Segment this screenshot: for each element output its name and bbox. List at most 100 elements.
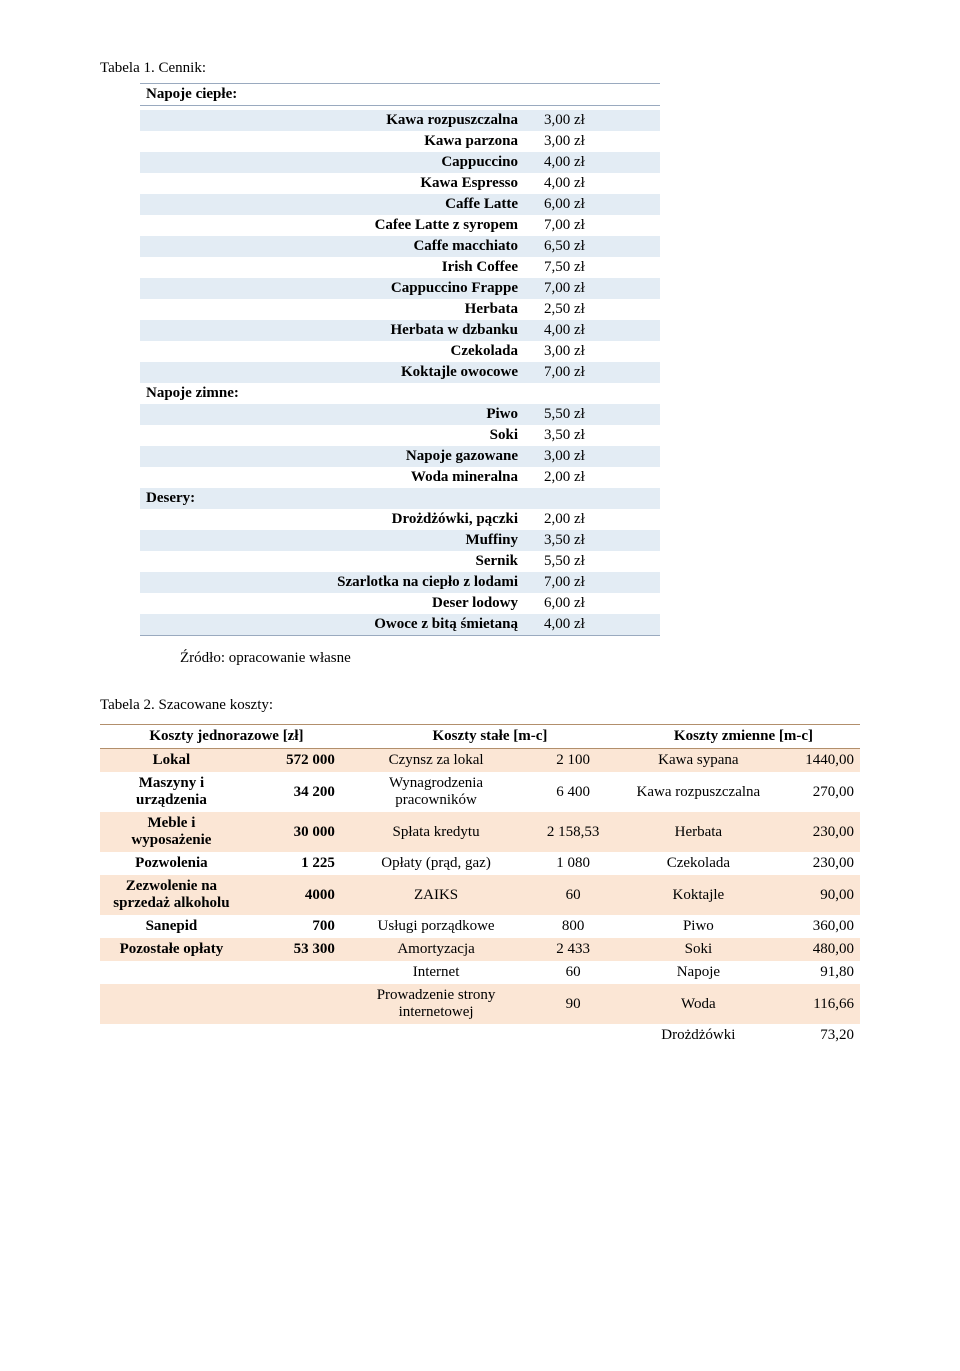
- menu-price: 2,50 zł: [538, 299, 660, 320]
- cost-cell: Spłata kredytu: [353, 812, 519, 852]
- cost-table: Koszty jednorazowe [zł] Koszty stałe [m-…: [100, 724, 860, 1047]
- menu-item: Deser lodowy: [140, 593, 538, 614]
- cost-cell: Soki: [627, 938, 770, 961]
- cost-cell: 73,20: [770, 1024, 860, 1047]
- menu-price: 2,00 zł: [538, 509, 660, 530]
- menu-price: 7,00 zł: [538, 278, 660, 299]
- cost-cell: 1 080: [519, 852, 627, 875]
- cost-cell: 90,00: [770, 875, 860, 915]
- menu-price: 3,00 zł: [538, 131, 660, 152]
- cost-cell: Czekolada: [627, 852, 770, 875]
- cost-cell: ZAIKS: [353, 875, 519, 915]
- menu-item: Drożdżówki, pączki: [140, 509, 538, 530]
- cost-row: Pozostałe opłaty53 300Amortyzacja2 433So…: [100, 938, 860, 961]
- cost-cell: 2 158,53: [519, 812, 627, 852]
- cost-cell: Maszyny i urządzenia: [100, 772, 243, 812]
- cost-cell: Kawa sypana: [627, 749, 770, 773]
- cost-cell: 34 200: [243, 772, 353, 812]
- cost-row: Pozwolenia1 225Opłaty (prąd, gaz)1 080Cz…: [100, 852, 860, 875]
- cost-cell: 91,80: [770, 961, 860, 984]
- cost-row: Zezwolenie na sprzedaż alkoholu4000ZAIKS…: [100, 875, 860, 915]
- cost-row: Prowadzenie strony internetowej90Woda116…: [100, 984, 860, 1024]
- cost-cell: Lokal: [100, 749, 243, 773]
- cost-cell: 4000: [243, 875, 353, 915]
- menu-item: Napoje gazowane: [140, 446, 538, 467]
- menu-price: 6,00 zł: [538, 194, 660, 215]
- menu-item: Piwo: [140, 404, 538, 425]
- cost-row: Maszyny i urządzenia34 200Wynagrodzenia …: [100, 772, 860, 812]
- menu-item: Herbata w dzbanku: [140, 320, 538, 341]
- cost-row: Meble i wyposażenie30 000Spłata kredytu2…: [100, 812, 860, 852]
- menu-price: 5,50 zł: [538, 404, 660, 425]
- menu-price: 7,00 zł: [538, 572, 660, 593]
- cost-cell: [100, 984, 243, 1024]
- menu-item: Cappuccino: [140, 152, 538, 173]
- menu-table: Napoje ciepłe: Kawa rozpuszczalna3,00 zł…: [140, 83, 660, 636]
- menu-price: 3,00 zł: [538, 110, 660, 131]
- cost-cell: 2 100: [519, 749, 627, 773]
- menu-price: 7,00 zł: [538, 362, 660, 383]
- cost-cell: 572 000: [243, 749, 353, 773]
- cost-cell: Woda: [627, 984, 770, 1024]
- cost-header-0: Koszty jednorazowe [zł]: [100, 725, 353, 749]
- cost-cell: Usługi porządkowe: [353, 915, 519, 938]
- menu-price: 6,50 zł: [538, 236, 660, 257]
- cost-cell: Pozostałe opłaty: [100, 938, 243, 961]
- cost-cell: 60: [519, 875, 627, 915]
- cost-cell: Czynsz za lokal: [353, 749, 519, 773]
- menu-item: Kawa rozpuszczalna: [140, 110, 538, 131]
- menu-price: 3,50 zł: [538, 425, 660, 446]
- cost-cell: Wynagrodzenia pracowników: [353, 772, 519, 812]
- menu-price: 4,00 zł: [538, 152, 660, 173]
- menu-item: Kawa parzona: [140, 131, 538, 152]
- cost-header-2: Koszty zmienne [m-c]: [627, 725, 860, 749]
- menu-price: 2,00 zł: [538, 467, 660, 488]
- menu-item: Szarlotka na ciepło z lodami: [140, 572, 538, 593]
- cost-cell: [100, 1024, 243, 1047]
- cost-cell: 53 300: [243, 938, 353, 961]
- menu-item: Cappuccino Frappe: [140, 278, 538, 299]
- menu-item: Kawa Espresso: [140, 173, 538, 194]
- cost-cell: [243, 984, 353, 1024]
- cost-cell: Koktajle: [627, 875, 770, 915]
- cost-cell: 1 225: [243, 852, 353, 875]
- cost-cell: [243, 1024, 353, 1047]
- cost-row: Sanepid700Usługi porządkowe800Piwo360,00: [100, 915, 860, 938]
- cost-cell: 6 400: [519, 772, 627, 812]
- menu-item: Irish Coffee: [140, 257, 538, 278]
- cost-cell: 230,00: [770, 852, 860, 875]
- cost-cell: Amortyzacja: [353, 938, 519, 961]
- menu-item: Caffe macchiato: [140, 236, 538, 257]
- menu-price: 4,00 zł: [538, 614, 660, 636]
- menu-item: Soki: [140, 425, 538, 446]
- cost-cell: 230,00: [770, 812, 860, 852]
- cost-cell: 2 433: [519, 938, 627, 961]
- cost-cell: Kawa rozpuszczalna: [627, 772, 770, 812]
- menu-price: 7,00 zł: [538, 215, 660, 236]
- menu-price: 3,00 zł: [538, 446, 660, 467]
- cost-cell: Herbata: [627, 812, 770, 852]
- menu-item: Woda mineralna: [140, 467, 538, 488]
- cost-cell: 800: [519, 915, 627, 938]
- menu-price: 4,00 zł: [538, 173, 660, 194]
- menu-item: Sernik: [140, 551, 538, 572]
- table1-source: Źródło: opracowanie własne: [100, 650, 860, 667]
- menu-item: Caffe Latte: [140, 194, 538, 215]
- cost-cell: Meble i wyposażenie: [100, 812, 243, 852]
- table2-caption: Tabela 2. Szacowane koszty:: [100, 697, 860, 714]
- cost-cell: 360,00: [770, 915, 860, 938]
- menu-section-0: Napoje ciepłe:: [140, 84, 660, 106]
- cost-cell: Pozwolenia: [100, 852, 243, 875]
- cost-row: Lokal572 000Czynsz za lokal2 100Kawa syp…: [100, 749, 860, 773]
- menu-item: Muffiny: [140, 530, 538, 551]
- cost-cell: Drożdżówki: [627, 1024, 770, 1047]
- cost-cell: [353, 1024, 519, 1047]
- cost-cell: Piwo: [627, 915, 770, 938]
- cost-cell: Napoje: [627, 961, 770, 984]
- cost-cell: 116,66: [770, 984, 860, 1024]
- cost-cell: Prowadzenie strony internetowej: [353, 984, 519, 1024]
- menu-item: Czekolada: [140, 341, 538, 362]
- cost-cell: [100, 961, 243, 984]
- menu-price: 4,00 zł: [538, 320, 660, 341]
- menu-price: 3,00 zł: [538, 341, 660, 362]
